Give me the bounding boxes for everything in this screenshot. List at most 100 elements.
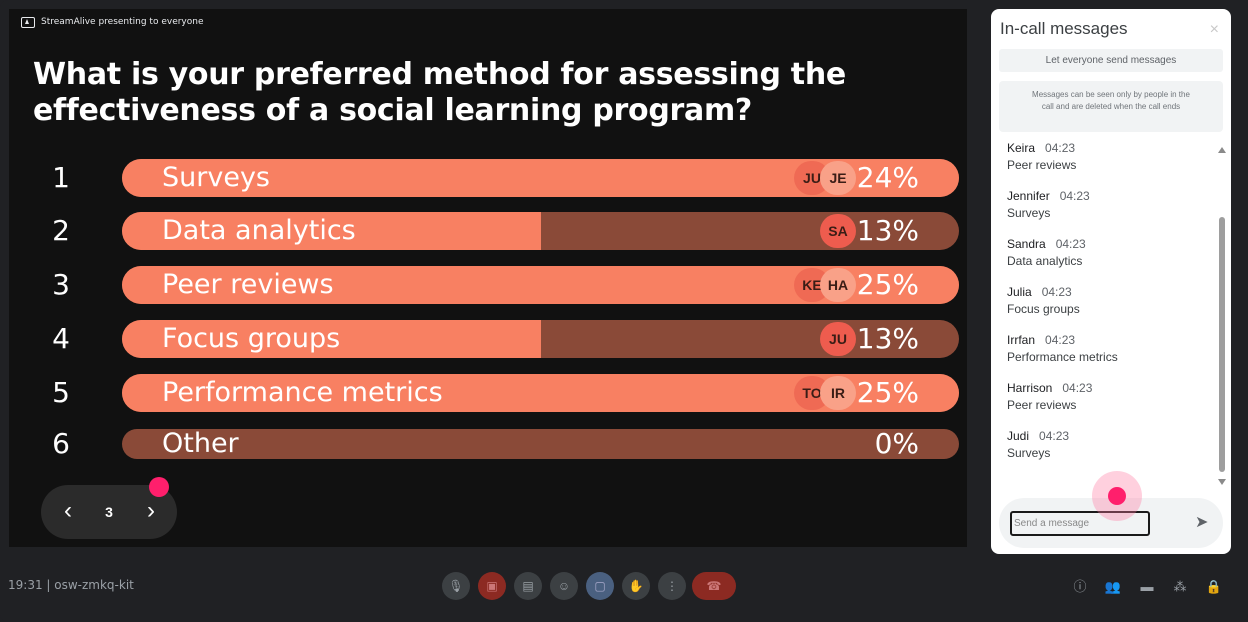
host-controls-icon[interactable]: 🔒 — [1205, 579, 1223, 594]
option-bar: Data analytics SA 13% — [122, 212, 959, 250]
people-icon[interactable]: 👥 — [1104, 579, 1122, 594]
message-item: Judi 04:23 Surveys — [1007, 427, 1069, 460]
panel-title: In-call messages — [1000, 19, 1128, 38]
activities-icon[interactable]: ⁂ — [1173, 579, 1187, 594]
send-message-input[interactable]: Send a message — [1010, 511, 1150, 536]
chevron-left-icon[interactable]: ‹ — [64, 497, 72, 524]
hang-up-icon[interactable]: ☎ — [692, 572, 736, 600]
scroll-up-icon[interactable] — [1218, 147, 1226, 153]
message-item: Sandra 04:23 Data analytics — [1007, 235, 1086, 268]
let-everyone-send-button[interactable]: Let everyone send messages — [999, 49, 1223, 72]
message-text: Peer reviews — [1007, 398, 1077, 412]
message-text: Data analytics — [1007, 254, 1083, 268]
poll-option-row: 4 Focus groups JU 13% — [9, 320, 967, 358]
message-time: 04:23 — [1055, 237, 1086, 251]
emoji-icon[interactable]: ☺ — [550, 572, 578, 600]
option-bar-fill — [122, 320, 541, 358]
voter-avatar: SA — [820, 214, 856, 248]
message-sender: Sandra — [1007, 237, 1046, 251]
call-controls-bar: 19:31 | osw-zmkq-kit 🎙 ▣ ▤ ☺ ▢ ✋ ⋮ ☎ ⓘ 👥… — [0, 556, 1248, 618]
voter-avatar: JE — [820, 161, 856, 195]
message-item: Keira 04:23 Peer reviews — [1007, 139, 1076, 172]
poll-option-row: 5 Performance metrics TO IR 25% — [9, 374, 967, 412]
option-bar: Focus groups JU 13% — [122, 320, 959, 358]
message-time: 04:23 — [1041, 285, 1072, 299]
poll-option-row: 3 Peer reviews KE HA 25% — [9, 266, 967, 304]
info-icon[interactable]: ⓘ — [1073, 579, 1087, 594]
voter-avatar: JU — [820, 322, 856, 356]
poll-option-row: 2 Data analytics SA 13% — [9, 212, 967, 250]
messages-notice: Messages can be seen only by people in t… — [999, 81, 1223, 132]
message-item: Harrison 04:23 Peer reviews — [1007, 379, 1092, 412]
poll-option-row: 6 Other 0% — [9, 429, 967, 459]
option-percent: 13% — [856, 214, 919, 247]
option-number: 2 — [52, 214, 70, 247]
close-icon[interactable]: × — [1209, 21, 1219, 38]
scroll-down-icon[interactable] — [1218, 479, 1226, 485]
message-sender: Keira — [1007, 141, 1036, 155]
presenting-text: StreamAlive presenting to everyone — [41, 17, 204, 27]
option-label: Performance metrics — [162, 377, 443, 408]
in-call-messages-panel: In-call messages × Let everyone send mes… — [991, 9, 1231, 554]
message-item: Jennifer 04:23 Surveys — [1007, 187, 1090, 220]
page-number: 3 — [105, 504, 113, 520]
more-options-icon[interactable]: ⋮ — [658, 572, 686, 600]
cursor-indicator — [149, 477, 169, 497]
message-text: Focus groups — [1007, 302, 1080, 316]
poll-option-row: 1 Surveys JU JE 24% — [9, 159, 967, 197]
message-text: Performance metrics — [1007, 350, 1118, 364]
message-item: Julia 04:23 Focus groups — [1007, 283, 1080, 316]
option-bar: Surveys JU JE 24% — [122, 159, 959, 197]
send-icon[interactable]: ➤ — [1195, 514, 1209, 531]
option-label: Focus groups — [162, 323, 341, 354]
message-text: Surveys — [1007, 206, 1051, 220]
message-scrollbar[interactable] — [1218, 142, 1226, 490]
option-percent: 25% — [856, 376, 919, 409]
present-screen-icon — [21, 16, 35, 28]
message-sender: Julia — [1007, 285, 1032, 299]
voter-avatar: IR — [820, 376, 856, 410]
microphone-icon[interactable]: 🎙 — [442, 572, 470, 600]
option-bar: Peer reviews KE HA 25% — [122, 266, 959, 304]
message-time: 04:23 — [1059, 189, 1090, 203]
option-percent: 24% — [856, 161, 919, 194]
message-sender: Judi — [1007, 429, 1030, 443]
chevron-right-icon[interactable]: › — [147, 497, 155, 524]
message-time: 04:23 — [1062, 381, 1093, 395]
option-percent: 0% — [874, 429, 919, 459]
message-sender: Jennifer — [1007, 189, 1050, 203]
captions-icon[interactable]: ▤ — [514, 572, 542, 600]
cursor-indicator — [1108, 487, 1126, 505]
message-sender: Harrison — [1007, 381, 1053, 395]
option-label: Other — [162, 429, 239, 459]
message-sender: Irrfan — [1007, 333, 1036, 347]
option-percent: 13% — [856, 322, 919, 355]
option-number: 3 — [52, 268, 70, 301]
raise-hand-icon[interactable]: ✋ — [622, 572, 650, 600]
option-bar: Other 0% — [122, 429, 959, 459]
present-icon[interactable]: ▢ — [586, 572, 614, 600]
message-item: Irrfan 04:23 Performance metrics — [1007, 331, 1118, 364]
voter-avatar: HA — [820, 268, 856, 302]
message-time: 04:23 — [1045, 333, 1076, 347]
chat-icon[interactable]: ▬ — [1140, 579, 1154, 594]
option-number: 1 — [52, 161, 70, 194]
message-time: 04:23 — [1045, 141, 1076, 155]
option-percent: 25% — [856, 268, 919, 301]
option-number: 5 — [52, 376, 70, 409]
option-bar: Performance metrics TO IR 25% — [122, 374, 959, 412]
poll-question: What is your preferred method for assess… — [33, 57, 846, 128]
option-label: Peer reviews — [162, 269, 334, 300]
presentation-stage: StreamAlive presenting to everyone What … — [9, 9, 967, 547]
option-bar-fill — [122, 212, 541, 250]
message-text: Peer reviews — [1007, 158, 1077, 172]
scroll-thumb[interactable] — [1219, 217, 1225, 472]
presenting-banner: StreamAlive presenting to everyone — [21, 16, 204, 28]
message-time: 04:23 — [1039, 429, 1070, 443]
option-label: Surveys — [162, 162, 270, 193]
option-label: Data analytics — [162, 215, 356, 246]
option-number: 4 — [52, 322, 70, 355]
message-text: Surveys — [1007, 446, 1051, 460]
camera-off-icon[interactable]: ▣ — [478, 572, 506, 600]
